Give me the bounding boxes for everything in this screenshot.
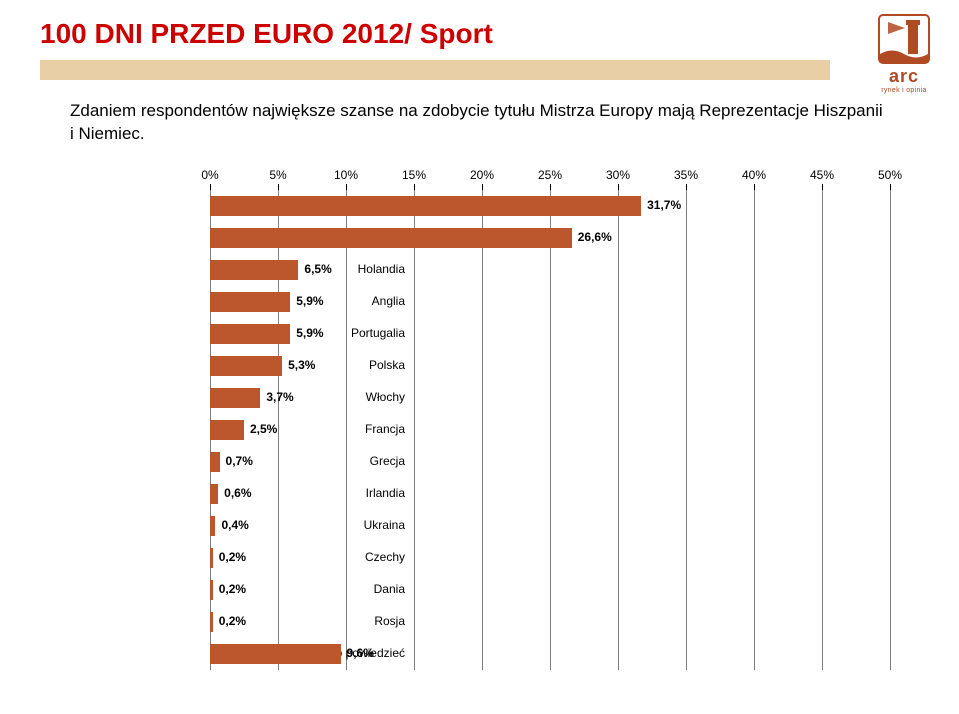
tick-mark bbox=[550, 184, 551, 190]
bar bbox=[210, 644, 341, 664]
tick-label: 40% bbox=[742, 168, 766, 182]
value-label: 5,9% bbox=[296, 326, 323, 340]
bar bbox=[210, 356, 282, 376]
bar bbox=[210, 612, 213, 632]
page-title: 100 DNI PRZED EURO 2012/ Sport bbox=[40, 18, 493, 50]
chart-row: Hiszpania31,7% bbox=[40, 194, 920, 218]
chart-row: Włochy3,7% bbox=[40, 386, 920, 410]
bar bbox=[210, 292, 290, 312]
value-label: 0,2% bbox=[219, 614, 246, 628]
brand-logo: arc rynek i opinia bbox=[869, 14, 939, 94]
tick-mark bbox=[414, 184, 415, 190]
tick-label: 35% bbox=[674, 168, 698, 182]
tick-label: 10% bbox=[334, 168, 358, 182]
bar bbox=[210, 580, 213, 600]
tick-label: 0% bbox=[201, 168, 218, 182]
tick-mark bbox=[686, 184, 687, 190]
tick-label: 45% bbox=[810, 168, 834, 182]
tick-mark bbox=[618, 184, 619, 190]
chart-row: Francja2,5% bbox=[40, 418, 920, 442]
tick-mark bbox=[754, 184, 755, 190]
lighthouse-icon bbox=[878, 14, 930, 64]
title-underline bbox=[40, 60, 830, 80]
tick-mark bbox=[346, 184, 347, 190]
chart-row: Nie wiem/trudno powiedzieć9,6% bbox=[40, 642, 920, 666]
bar bbox=[210, 516, 215, 536]
brand-subtext: rynek i opinia bbox=[869, 87, 939, 94]
value-label: 26,6% bbox=[578, 230, 612, 244]
value-label: 0,6% bbox=[224, 486, 251, 500]
value-label: 0,4% bbox=[221, 518, 248, 532]
chart-row: Dania0,2% bbox=[40, 578, 920, 602]
value-label: 6,5% bbox=[304, 262, 331, 276]
tick-mark bbox=[822, 184, 823, 190]
bar-chart: 0% 5% 10% 15% 20% 25% 30% 35% 40% 45% 50% Hiszpani… bbox=[40, 160, 920, 690]
tick-mark bbox=[482, 184, 483, 190]
value-label: 0,2% bbox=[219, 582, 246, 596]
chart-row: Niemcy26,6% bbox=[40, 226, 920, 250]
bar bbox=[210, 420, 244, 440]
tick-label: 25% bbox=[538, 168, 562, 182]
chart-row: Portugalia5,9% bbox=[40, 322, 920, 346]
tick-label: 30% bbox=[606, 168, 630, 182]
chart-row: Ukraina0,4% bbox=[40, 514, 920, 538]
bar bbox=[210, 196, 641, 216]
tick-mark bbox=[890, 184, 891, 190]
bar bbox=[210, 228, 572, 248]
value-label: 3,7% bbox=[266, 390, 293, 404]
tick-label: 50% bbox=[878, 168, 902, 182]
tick-label: 20% bbox=[470, 168, 494, 182]
value-label: 9,6% bbox=[347, 646, 374, 660]
value-label: 31,7% bbox=[647, 198, 681, 212]
chart-row: Polska5,3% bbox=[40, 354, 920, 378]
chart-row: Rosja0,2% bbox=[40, 610, 920, 634]
chart-row: Irlandia0,6% bbox=[40, 482, 920, 506]
chart-row: Grecja0,7% bbox=[40, 450, 920, 474]
bar bbox=[210, 452, 220, 472]
chart-row: Holandia6,5% bbox=[40, 258, 920, 282]
bar bbox=[210, 484, 218, 504]
tick-label: 5% bbox=[269, 168, 286, 182]
chart-row: Czechy0,2% bbox=[40, 546, 920, 570]
value-label: 2,5% bbox=[250, 422, 277, 436]
bar bbox=[210, 388, 260, 408]
value-label: 5,3% bbox=[288, 358, 315, 372]
value-label: 5,9% bbox=[296, 294, 323, 308]
bar bbox=[210, 260, 298, 280]
value-label: 0,7% bbox=[226, 454, 253, 468]
bar bbox=[210, 548, 213, 568]
tick-mark bbox=[278, 184, 279, 190]
brand-text: arc bbox=[869, 66, 939, 87]
value-label: 0,2% bbox=[219, 550, 246, 564]
tick-mark bbox=[210, 184, 211, 190]
bar bbox=[210, 324, 290, 344]
chart-row: Anglia5,9% bbox=[40, 290, 920, 314]
tick-label: 15% bbox=[402, 168, 426, 182]
subtitle-text: Zdaniem respondentów największe szanse n… bbox=[70, 100, 890, 146]
